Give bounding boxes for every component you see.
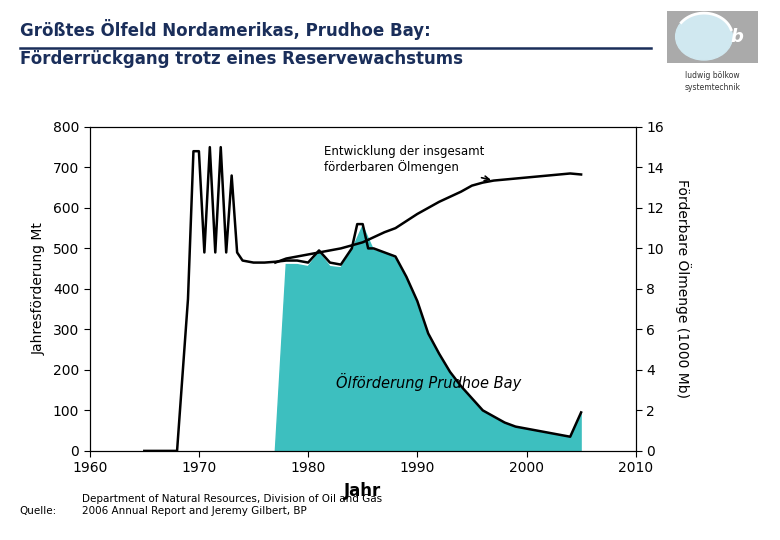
Text: Förderrückgang trotz eines Reservewachstums: Förderrückgang trotz eines Reservewachst… [20, 50, 463, 68]
Text: Quelle:: Quelle: [20, 505, 57, 516]
Polygon shape [275, 226, 581, 451]
Text: systemtechnik: systemtechnik [684, 83, 740, 92]
FancyBboxPatch shape [666, 11, 758, 63]
Y-axis label: Jahresförderung Mt: Jahresförderung Mt [32, 222, 46, 355]
Text: Department of Natural Resources, Division of Oil and Gas
2006 Annual Report and : Department of Natural Resources, Divisio… [82, 494, 382, 516]
Text: Ölförderung Prudhoe Bay: Ölförderung Prudhoe Bay [335, 373, 521, 391]
Y-axis label: Förderbare Ölmenge (1000 Mb): Förderbare Ölmenge (1000 Mb) [675, 179, 691, 399]
Text: b: b [730, 28, 743, 45]
X-axis label: Jahr: Jahr [344, 482, 381, 500]
Text: Größtes Ölfeld Nordamerikas, Prudhoe Bay:: Größtes Ölfeld Nordamerikas, Prudhoe Bay… [20, 19, 431, 40]
Text: Entwicklung der insgesamt
förderbaren Ölmengen: Entwicklung der insgesamt förderbaren Öl… [324, 145, 489, 181]
Text: ludwig bölkow: ludwig bölkow [685, 71, 739, 79]
Circle shape [675, 13, 732, 60]
